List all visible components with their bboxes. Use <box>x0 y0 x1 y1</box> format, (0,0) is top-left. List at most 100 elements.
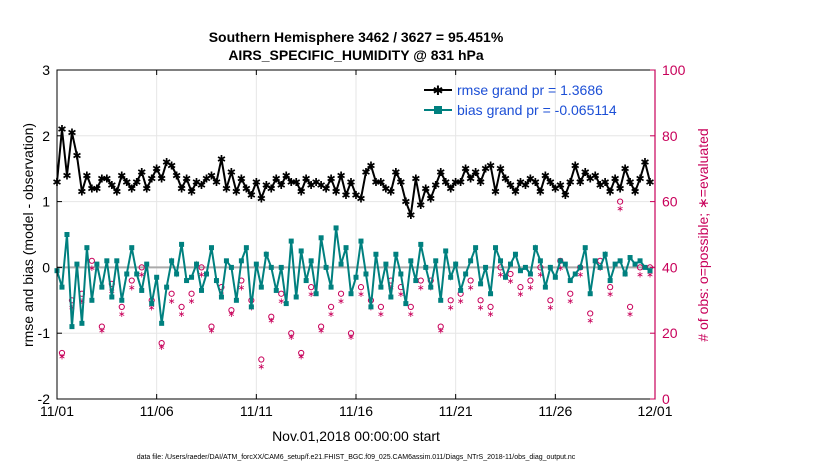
y-axis-right-ticks: 0 20 40 60 80 100 <box>650 62 686 407</box>
bias-point <box>79 320 85 326</box>
y-tick-label: 3 <box>42 62 50 78</box>
y-right-tick-label: 40 <box>662 259 678 275</box>
bias-point <box>233 297 239 303</box>
bias-point <box>602 251 608 257</box>
rmse-point: ✱ <box>551 182 560 195</box>
rmse-point: ✱ <box>536 186 545 199</box>
rmse-point: ✱ <box>361 166 370 179</box>
rmse-point: ✱ <box>566 176 575 189</box>
bias-point <box>129 245 135 251</box>
obs-evaluated-point: ∗ <box>547 303 555 313</box>
rmse-point: ✱ <box>356 192 365 205</box>
bias-point <box>453 261 459 267</box>
bias-point <box>169 258 175 264</box>
bias-point <box>383 261 389 267</box>
bias-point <box>144 261 150 267</box>
y-axis-ticks: -2 -1 0 1 2 3 <box>38 62 62 407</box>
rmse-point: ✱ <box>341 189 350 202</box>
obs-evaluated-point: ∗ <box>228 310 236 320</box>
bias-point <box>313 291 319 297</box>
bias-point <box>537 258 543 264</box>
y-axis-label: rmse and bias (model - observation) <box>20 123 36 347</box>
bias-point <box>69 324 75 330</box>
bias-point <box>363 271 369 277</box>
rmse-point: ✱ <box>277 179 286 192</box>
rmse-point: ✱ <box>217 153 226 166</box>
rmse-point: ✱ <box>625 176 634 189</box>
rmse-line <box>56 129 651 216</box>
rmse-point: ✱ <box>167 159 176 172</box>
rmse-point: ✱ <box>321 182 330 195</box>
bias-point <box>74 261 80 267</box>
obs-evaluated-point: ∗ <box>517 290 525 300</box>
bias-point <box>308 258 314 264</box>
obs-possible-point <box>487 303 494 310</box>
bias-point <box>433 258 439 264</box>
data-file-footer: data file: /Users/raeder/DAI/ATM_forcXX/… <box>137 454 576 461</box>
obs-evaluated-point: ∗ <box>307 290 315 300</box>
rmse-point: ✱ <box>381 182 390 195</box>
rmse-point: ✱ <box>312 176 321 189</box>
y-tick-label: -2 <box>38 391 51 407</box>
bias-point <box>154 274 160 280</box>
obs-evaluated-point: ∗ <box>527 284 535 294</box>
rmse-point: ✱ <box>486 159 495 172</box>
rmse-point: ✱ <box>282 169 291 182</box>
bias-point <box>189 274 195 280</box>
legend: ✱ rmse grand pr = 1.3686 bias grand pr =… <box>424 82 617 118</box>
bias-point <box>248 304 254 310</box>
rmse-point: ✱ <box>346 176 355 189</box>
bias-point <box>293 294 299 300</box>
rmse-point: ✱ <box>471 166 480 179</box>
bias-point <box>577 264 583 270</box>
obs-possible-point <box>168 290 175 297</box>
obs-possible-point <box>617 198 624 205</box>
rmse-point: ✱ <box>421 182 430 195</box>
rmse-point: ✱ <box>516 176 525 189</box>
obs-evaluated-point: ∗ <box>467 284 475 294</box>
rmse-point: ✱ <box>586 173 595 186</box>
y-axis-right-label: # of obs: o=possible; ∗=evaluated <box>695 128 711 341</box>
rmse-point: ✱ <box>451 176 460 189</box>
legend-bias-label: bias grand pr = -0.065114 <box>457 102 617 118</box>
bias-point <box>124 271 130 277</box>
rmse-point: ✱ <box>546 176 555 189</box>
bias-point <box>547 264 553 270</box>
bias-point <box>587 291 593 297</box>
rmse-point: ✱ <box>137 166 146 179</box>
bias-point <box>532 245 538 251</box>
legend-bias-marker <box>434 106 442 114</box>
obs-possible-point <box>407 303 414 310</box>
bias-point <box>562 261 568 267</box>
obs-evaluated-point: ∗ <box>138 270 146 280</box>
rmse-point: ✱ <box>511 186 520 199</box>
bias-point <box>368 304 374 310</box>
bias-point <box>647 268 653 274</box>
obs-evaluated-point: ∗ <box>118 310 126 320</box>
bias-point <box>258 284 264 290</box>
obs-possible-point <box>118 303 125 310</box>
bias-point <box>223 258 229 264</box>
obs-evaluated-point: ∗ <box>397 290 405 300</box>
rmse-point: ✱ <box>441 176 450 189</box>
obs-possible-point <box>547 297 554 304</box>
obs-evaluated-point: ∗ <box>297 353 305 363</box>
y-tick-label: 1 <box>42 194 50 210</box>
y-right-tick-label: 100 <box>662 62 686 78</box>
bias-point <box>498 258 504 264</box>
y-right-tick-label: 0 <box>662 391 670 407</box>
bias-point <box>503 274 508 280</box>
obs-evaluated-point: ∗ <box>616 205 624 215</box>
obs-evaluated-point: ∗ <box>586 317 594 327</box>
obs-evaluated-point: ∗ <box>457 297 465 307</box>
bias-point <box>493 245 499 251</box>
bias-point <box>333 225 339 231</box>
rmse-point: ✱ <box>177 182 186 195</box>
rmse-point: ✱ <box>232 186 241 199</box>
obs-possible-point <box>258 356 265 363</box>
bias-point <box>253 261 259 267</box>
rmse-point: ✱ <box>202 173 211 186</box>
bias-point <box>218 294 224 300</box>
